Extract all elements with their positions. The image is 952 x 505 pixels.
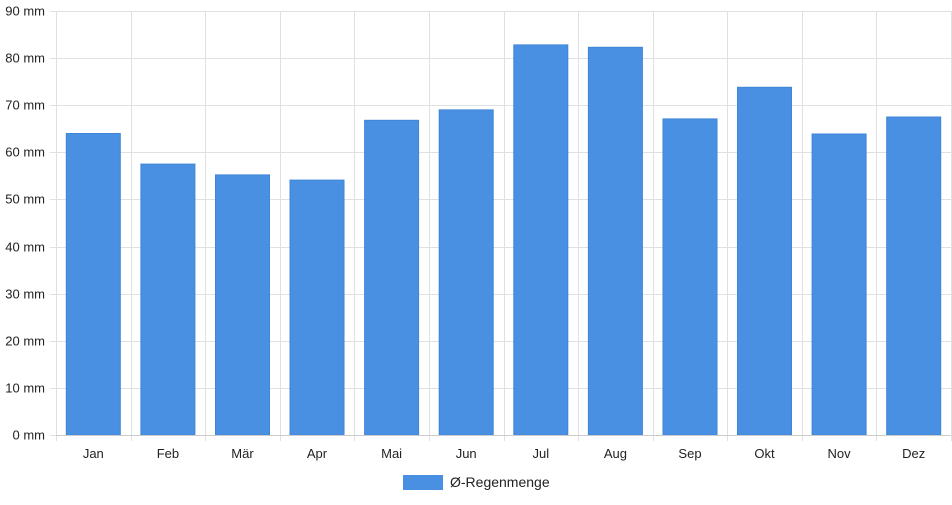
bar-jul[interactable] — [513, 44, 569, 436]
x-tick-label: Dez — [902, 446, 925, 461]
legend[interactable]: Ø-Regenmenge — [403, 474, 550, 490]
x-tick-label: Apr — [307, 446, 328, 461]
legend-label[interactable]: Ø-Regenmenge — [450, 474, 550, 490]
bar-aug[interactable] — [587, 46, 643, 436]
x-tick-label: Aug — [604, 446, 627, 461]
x-tick-label: Nov — [828, 446, 852, 461]
x-tick-label: Okt — [754, 446, 775, 461]
y-tick-label: 0 mm — [13, 428, 46, 443]
bar-nov[interactable] — [811, 133, 867, 436]
legend-swatch[interactable] — [403, 475, 443, 490]
y-tick-label: 90 mm — [5, 4, 45, 19]
y-tick-label: 10 mm — [5, 381, 45, 396]
y-tick-label: 50 mm — [5, 192, 45, 207]
bar-jan[interactable] — [65, 133, 121, 436]
x-tick-label: Sep — [678, 446, 701, 461]
x-tick-label: Feb — [157, 446, 179, 461]
bar-jun[interactable] — [438, 109, 494, 436]
bar-mär[interactable] — [215, 174, 270, 436]
y-tick-label: 30 mm — [5, 287, 45, 302]
bar-dez[interactable] — [886, 116, 942, 436]
x-tick-label: Jan — [83, 446, 104, 461]
bar-mai[interactable] — [364, 119, 420, 436]
y-tick-label: 20 mm — [5, 334, 45, 349]
y-tick-label: 70 mm — [5, 98, 45, 113]
x-tick-label: Jun — [456, 446, 477, 461]
bar-feb[interactable] — [140, 163, 196, 436]
y-tick-label: 80 mm — [5, 51, 45, 66]
bars — [65, 44, 942, 436]
x-tick-label: Mai — [381, 446, 402, 461]
y-tick-label: 40 mm — [5, 240, 45, 255]
y-tick-label: 60 mm — [5, 145, 45, 160]
x-tick-label: Mär — [231, 446, 254, 461]
x-tick-label: Jul — [532, 446, 549, 461]
bar-apr[interactable] — [289, 179, 345, 436]
y-axis: 0 mm 10 mm 20 mm 30 mm 40 mm 50 mm 60 mm 70 mm 8… — [5, 4, 45, 443]
bar-okt[interactable] — [737, 86, 792, 436]
x-axis: Jan Feb Mär Apr Mai Jun Jul Aug Sep Okt Nov Dez — [56, 435, 951, 461]
bar-sep[interactable] — [662, 118, 718, 436]
